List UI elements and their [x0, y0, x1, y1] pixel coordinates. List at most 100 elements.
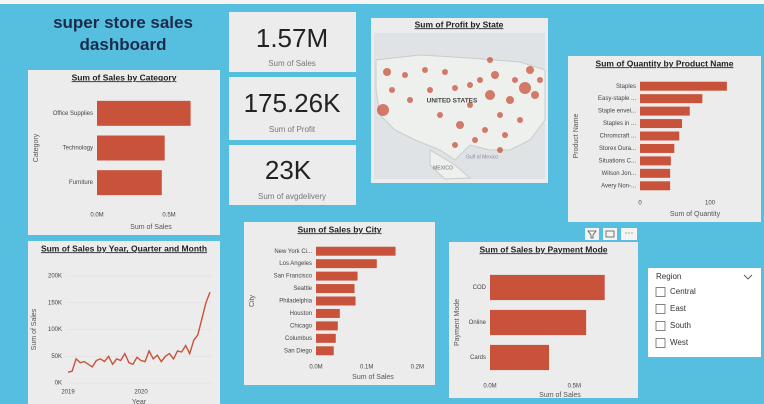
map-label: UNITED STATES [427, 98, 478, 105]
bar [97, 135, 165, 161]
y-tick-label: Easy-staple ... [598, 96, 636, 102]
bar [640, 143, 675, 153]
map-bubbles [377, 57, 543, 153]
slicer-item[interactable]: East [670, 304, 687, 313]
y-axis-label: City [249, 294, 256, 307]
slicer-item[interactable]: South [670, 321, 691, 330]
slicer-item[interactable]: West [670, 338, 689, 347]
checkbox[interactable] [655, 304, 666, 314]
bar [640, 156, 671, 166]
y-tick-label: Staples [616, 84, 636, 90]
y-axis-label: Product Name [573, 114, 580, 159]
top-strip [0, 0, 764, 4]
checkbox[interactable] [655, 321, 666, 331]
map-label: Gulf of Mexico [466, 154, 498, 160]
y-tick-label: 150K [48, 300, 62, 306]
x-tick-label: 0 [638, 201, 642, 207]
bar [316, 346, 334, 356]
bar [97, 170, 162, 196]
dashboard-title: super store sales dashboard [53, 13, 193, 54]
title-box: super store sales dashboard [53, 13, 193, 54]
y-tick-label: Storex Dura... [599, 146, 636, 152]
more-icon[interactable] [621, 228, 637, 240]
map-land [429, 149, 472, 180]
x-axis-label: Sum of Sales [352, 374, 394, 381]
chart-title: Sum of Sales by Category [72, 72, 177, 82]
x-tick-label: 0.5M [162, 213, 175, 219]
card-value: 23K [265, 155, 312, 185]
y-tick-label: Office Supplies [53, 111, 93, 117]
card-value: 1.57M [256, 23, 328, 53]
chevron[interactable] [743, 274, 753, 280]
chart-panel [28, 241, 220, 404]
y-tick-label: Columbus [285, 336, 312, 342]
y-tick-label: 50K [51, 354, 62, 360]
y-tick-label: COD [473, 285, 487, 291]
more-glyph: ⋯ [625, 227, 634, 237]
card-label: Sum of avgdelivery [258, 192, 326, 201]
bar [490, 274, 605, 301]
y-tick-label: 100K [48, 327, 62, 333]
card-label: Sum of Profit [269, 125, 316, 134]
x-tick-label: 2019 [61, 390, 75, 396]
y-tick-label: Staples in ... [603, 121, 636, 127]
y-tick-label: 0K [55, 381, 62, 387]
card-value: 175.26K [244, 88, 342, 118]
y-tick-label: Chicago [290, 323, 313, 329]
y-tick-label: Avery Non-... [601, 183, 636, 189]
x-tick-label: 0.5M [568, 384, 581, 390]
slicer [648, 268, 761, 357]
bar [490, 309, 587, 336]
y-tick-label: 200K [48, 274, 62, 280]
y-tick-label: Online [469, 320, 487, 326]
bar [640, 106, 690, 116]
x-axis-label: Sum of Sales [539, 392, 581, 399]
chart-title: Sum of Sales by Payment Mode [479, 244, 607, 254]
card [229, 145, 356, 205]
y-tick-label: Seattle [293, 286, 312, 292]
y-tick-label: Los Angeles [279, 261, 312, 267]
bar [640, 119, 683, 129]
y-tick-label: Furniture [69, 180, 94, 186]
y-tick-label: Situations C... [599, 158, 637, 164]
map-label: MEXICO [433, 165, 453, 171]
chart-title: Sum of Sales by City [297, 224, 381, 234]
slicer-item[interactable]: Central [670, 287, 696, 296]
bar [97, 100, 191, 126]
y-tick-label: Wilson Jon... [602, 171, 637, 177]
map-title: Sum of Profit by State [415, 19, 504, 29]
checkbox[interactable] [655, 338, 666, 348]
checkbox[interactable] [655, 287, 666, 297]
y-axis-label: Sum of Sales [31, 308, 38, 350]
bar [316, 308, 340, 318]
x-tick-label: 0.0M [309, 365, 322, 371]
y-tick-label: New York Ci... [274, 249, 312, 255]
y-tick-label: Staple envel... [598, 109, 636, 115]
y-tick-label: Chromcraft ... [600, 134, 637, 140]
y-tick-label: San Francisco [274, 274, 313, 280]
card [229, 12, 356, 72]
y-tick-label: Houston [290, 311, 312, 317]
x-tick-label: 0.1M [360, 365, 373, 371]
visual-header[interactable]: ⋯ [585, 227, 637, 240]
x-axis-label: Sum of Quantity [670, 211, 721, 218]
bar [490, 344, 550, 371]
title-panel [28, 10, 218, 68]
bar [316, 271, 358, 281]
x-tick-label: 0.0M [90, 213, 103, 219]
bar [316, 296, 356, 306]
y-tick-label: Technology [63, 146, 93, 152]
chart-title: Sum of Sales by Year, Quarter and Month [41, 243, 207, 253]
y-tick-label: Philadelphia [279, 299, 312, 305]
filter-glyph [587, 230, 597, 239]
y-tick-label: San Diego [284, 348, 313, 354]
card-label: Sum of Sales [268, 59, 316, 68]
bar [640, 168, 671, 178]
x-tick-label: 0.0M [483, 384, 496, 390]
y-axis-label: Payment Mode [454, 299, 461, 346]
x-axis-label: Year [132, 399, 147, 404]
x-axis-label: Sum of Sales [130, 224, 172, 231]
bar [316, 321, 338, 331]
x-tick-label: 2020 [134, 390, 148, 396]
focus-icon[interactable] [603, 228, 617, 240]
